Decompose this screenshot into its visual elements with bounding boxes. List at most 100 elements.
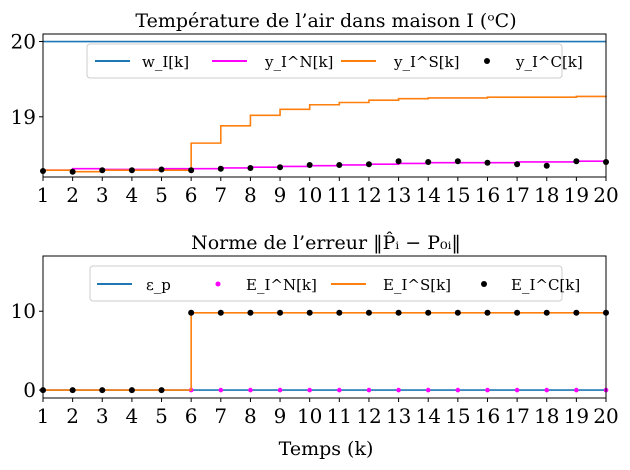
legend-marker-yC xyxy=(484,58,490,64)
temperature-chart: Température de l’air dans maison I (ᵒC) … xyxy=(11,10,619,207)
error-series-3-point xyxy=(277,309,284,316)
temperature-x-tick-label: 5 xyxy=(155,183,168,207)
temperature-x-tick-label: 7 xyxy=(214,183,227,207)
error-x-tick-label: 18 xyxy=(534,404,559,428)
error-x-tick-label: 3 xyxy=(96,404,109,428)
error-y-tick-label: 0 xyxy=(23,378,36,402)
temperature-series-3-point xyxy=(454,158,461,165)
legend-marker-EN xyxy=(215,281,221,287)
temperature-series-3-point xyxy=(217,165,224,172)
error-chart-title: Norme de l’erreur ‖P̂ᵢ − P₀ᵢ‖ xyxy=(191,232,461,254)
error-x-tick-label: 10 xyxy=(297,404,322,428)
error-x-tick-label: 12 xyxy=(356,404,381,428)
temperature-series-3-point xyxy=(99,167,106,174)
error-series-1-point xyxy=(544,387,550,393)
temperature-series-3-point xyxy=(247,164,254,171)
temperature-x-ticks: 1 2 3 4 5 6 7 8 9 10 11 12 13 14 15 16 17 18 19 20 xyxy=(37,177,619,207)
temperature-x-tick-label: 12 xyxy=(356,183,381,207)
error-series-1-point xyxy=(514,387,520,393)
temperature-x-tick-label: 4 xyxy=(126,183,139,207)
error-x-tick-label: 14 xyxy=(415,404,440,428)
error-axes-frame xyxy=(42,255,607,399)
temperature-series-3-point xyxy=(306,161,313,168)
error-y-tick-label: 10 xyxy=(11,299,36,323)
error-series-3-point xyxy=(395,309,402,316)
error-x-tick-label: 20 xyxy=(593,404,618,428)
temperature-legend: w_I[k] y_I^N[k] y_I^S[k] y_I^C[k] xyxy=(86,43,583,79)
error-legend: ε_p E_I^N[k] E_I^S[k] E_I^C[k] xyxy=(89,265,580,302)
error-series-1-point xyxy=(574,387,579,393)
error-x-tick-label: 13 xyxy=(386,404,411,428)
legend-label-ES: E_I^S[k] xyxy=(383,276,451,294)
error-series-3-point xyxy=(573,309,580,316)
legend-label-w: w_I[k] xyxy=(142,53,189,71)
temperature-x-tick-label: 17 xyxy=(504,183,529,207)
error-series-1-point xyxy=(218,387,224,393)
error-series-3-point xyxy=(217,309,224,316)
temperature-x-tick-label: 11 xyxy=(327,183,352,207)
temperature-y-tick-label: 20 xyxy=(11,30,36,54)
error-series-3-point xyxy=(454,309,461,316)
error-series-3-point xyxy=(128,387,135,394)
error-series-3-point xyxy=(247,309,254,316)
temperature-series-3-point xyxy=(514,161,521,168)
error-plot-area xyxy=(40,309,609,394)
temperature-x-tick-label: 14 xyxy=(415,183,440,207)
temperature-chart-title: Température de l’air dans maison I (ᵒC) xyxy=(135,10,516,32)
error-x-tick-label: 16 xyxy=(475,404,500,428)
error-x-tick-label: 6 xyxy=(185,404,198,428)
error-series-1-point xyxy=(455,387,461,393)
error-series-1-point xyxy=(337,387,342,393)
error-x-tick-label: 15 xyxy=(445,404,470,428)
temperature-x-tick-label: 15 xyxy=(445,183,470,207)
error-x-axis-label: Temps (k) xyxy=(279,438,374,460)
error-y-ticks: 0 10 xyxy=(11,299,43,402)
error-series-2-step-line xyxy=(43,312,606,391)
error-series-1-point xyxy=(485,387,490,393)
error-series-3-point xyxy=(99,387,106,394)
temperature-legend-box xyxy=(86,43,563,79)
legend-label-yS: y_I^S[k] xyxy=(393,53,460,71)
temperature-y-tick-label: 19 xyxy=(11,105,36,129)
legend-label-eps: ε_p xyxy=(146,276,171,294)
temperature-x-tick-label: 8 xyxy=(244,183,257,207)
temperature-series-3-point xyxy=(188,167,195,174)
error-series-3-point xyxy=(514,309,521,316)
temperature-x-tick-label: 9 xyxy=(274,183,287,207)
error-x-tick-label: 2 xyxy=(66,404,79,428)
temperature-axes-frame xyxy=(42,33,607,178)
error-x-tick-label: 4 xyxy=(126,404,139,428)
temperature-series-3-point xyxy=(573,158,580,165)
error-series-1-point xyxy=(396,387,401,393)
temperature-series-3-point xyxy=(395,158,402,165)
legend-label-yN: y_I^N[k] xyxy=(264,53,333,71)
temperature-x-tick-label: 13 xyxy=(386,183,411,207)
legend-label-yC: y_I^C[k] xyxy=(515,53,583,71)
temperature-series-3-point xyxy=(484,159,491,166)
temperature-series-1-step-line xyxy=(43,160,607,172)
error-series-3-point xyxy=(425,309,432,316)
error-series-1-point xyxy=(366,387,372,393)
error-series-3-point xyxy=(306,309,313,316)
error-series-3-point xyxy=(158,387,165,394)
temperature-x-tick-label: 10 xyxy=(297,183,322,207)
temperature-x-tick-label: 3 xyxy=(96,183,109,207)
temperature-x-tick-label: 2 xyxy=(66,183,79,207)
error-series-3-point xyxy=(484,309,491,316)
error-series-1-point xyxy=(248,387,253,393)
error-x-tick-label: 17 xyxy=(504,404,529,428)
error-x-ticks: 1 2 3 4 5 6 7 8 9 10 11 12 13 14 15 16 17 18 19 20 xyxy=(37,398,619,428)
error-x-tick-label: 8 xyxy=(244,404,257,428)
error-x-tick-label: 7 xyxy=(214,404,227,428)
error-legend-box xyxy=(89,265,563,302)
error-x-tick-label: 1 xyxy=(37,404,50,428)
temperature-x-tick-label: 1 xyxy=(37,183,50,207)
temperature-x-tick-label: 19 xyxy=(564,183,589,207)
temperature-series-3-point xyxy=(128,167,135,174)
temperature-series-3-point xyxy=(543,162,550,169)
temperature-series-3-point xyxy=(277,164,284,171)
temperature-series-3-point xyxy=(425,158,432,165)
error-series-1-point xyxy=(425,387,431,393)
error-series-3-point xyxy=(336,309,343,316)
